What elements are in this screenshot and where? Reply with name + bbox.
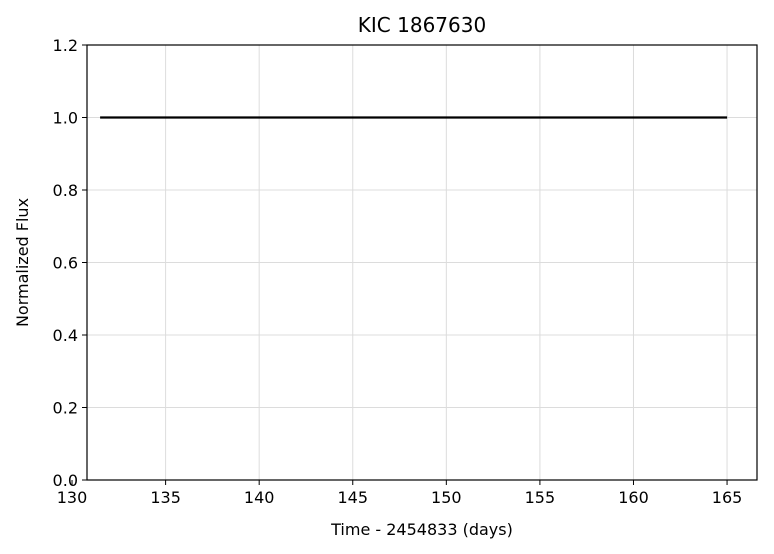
x-tick-label: 140 (244, 488, 275, 507)
grid (87, 45, 757, 480)
ticks: 130 135 140 145 150 155 160 165 0.0 0.2 0.4 0.6 0.8 1… (53, 36, 743, 507)
y-tick-label: 0.8 (53, 181, 78, 200)
y-tick-label: 0.4 (53, 326, 78, 345)
x-tick-label: 145 (337, 488, 368, 507)
x-axis-title: Time - 2454833 (days) (330, 520, 513, 539)
y-tick-label: 1.0 (53, 109, 78, 128)
y-tick-label: 0.2 (53, 399, 78, 418)
x-tick-label: 150 (431, 488, 462, 507)
y-tick-label: 0.0 (53, 471, 78, 490)
x-tick-label: 165 (712, 488, 743, 507)
y-tick-label: 1.2 (53, 36, 78, 55)
x-tick-label: 135 (150, 488, 181, 507)
x-tick-label: 160 (618, 488, 649, 507)
y-tick-label: 0.6 (53, 254, 78, 273)
chart-title: KIC 1867630 (358, 13, 486, 37)
x-tick-label: 155 (525, 488, 556, 507)
x-tick-label: 130 (57, 488, 88, 507)
y-axis-title: Normalized Flux (13, 198, 32, 327)
